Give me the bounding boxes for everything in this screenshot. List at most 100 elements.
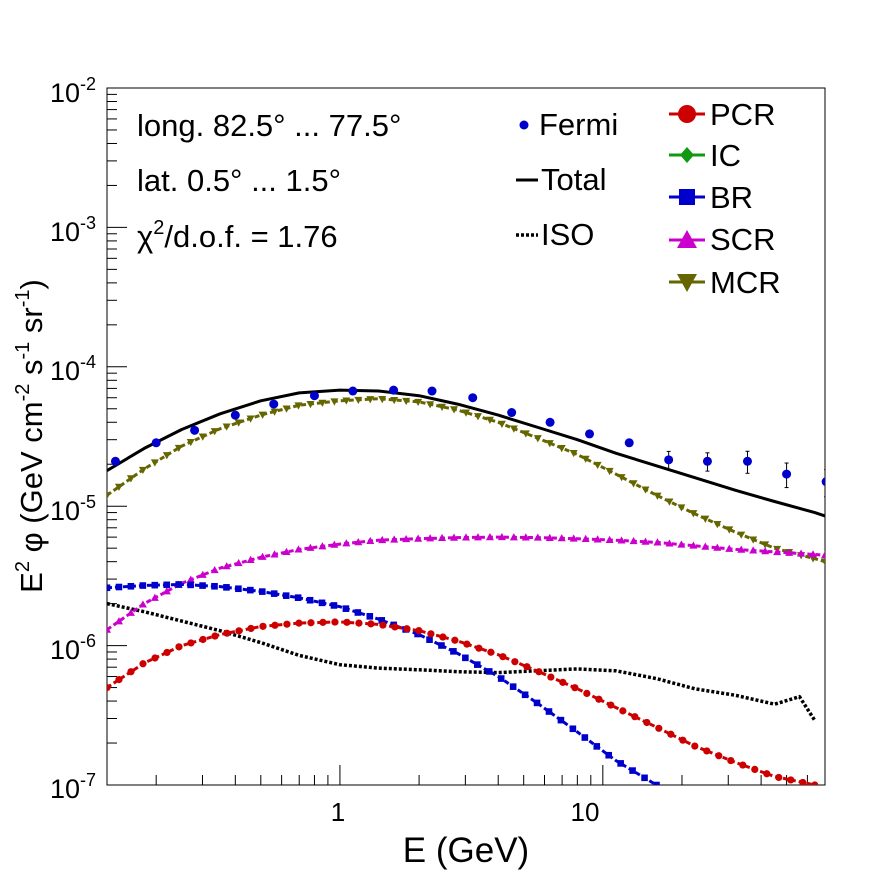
marker-br bbox=[545, 708, 553, 715]
marker-pcr bbox=[535, 668, 543, 676]
marker-mcr bbox=[821, 558, 825, 566]
marker-scr bbox=[258, 552, 267, 560]
marker-br bbox=[235, 585, 242, 593]
marker-scr bbox=[821, 551, 825, 559]
marker-pcr bbox=[391, 623, 399, 631]
marker-mcr bbox=[617, 474, 626, 482]
marker-br bbox=[533, 699, 541, 707]
marker-scr bbox=[318, 542, 327, 550]
marker-mcr bbox=[126, 475, 135, 483]
marker-br bbox=[211, 582, 218, 590]
marker-br bbox=[354, 609, 362, 616]
y-tick-label-1e-3: 10-3 bbox=[50, 213, 96, 247]
marker-scr bbox=[342, 539, 351, 547]
marker-pcr bbox=[307, 619, 315, 627]
fermi-point bbox=[782, 469, 792, 479]
marker-br bbox=[414, 630, 421, 638]
y-axis-title: E2 φ (GeV cm-2 s-1 sr-1) bbox=[12, 279, 49, 593]
marker-scr bbox=[282, 547, 291, 556]
marker-mcr bbox=[665, 498, 674, 506]
marker-scr bbox=[701, 542, 710, 550]
marker-mcr bbox=[222, 423, 231, 431]
marker-pcr bbox=[107, 683, 111, 692]
marker-br bbox=[258, 588, 266, 595]
marker-pcr bbox=[775, 773, 783, 782]
marker-pcr bbox=[463, 640, 471, 648]
marker-pcr bbox=[331, 618, 339, 626]
marker-br bbox=[569, 725, 577, 733]
fermi-point bbox=[427, 386, 437, 396]
marker-pcr bbox=[367, 620, 375, 628]
marker-scr bbox=[162, 587, 171, 595]
marker-pcr bbox=[523, 663, 531, 671]
marker-scr bbox=[665, 539, 674, 547]
x-tick-label-10: 10 bbox=[571, 797, 600, 827]
marker-pcr bbox=[247, 624, 255, 633]
marker-pcr bbox=[475, 644, 483, 652]
x-tick-label-1: 1 bbox=[331, 797, 345, 827]
series-pcr bbox=[107, 618, 819, 785]
marker-br bbox=[342, 605, 350, 612]
marker-pcr bbox=[799, 778, 807, 785]
marker-mcr bbox=[210, 428, 219, 436]
x-axis-title: E (GeV) bbox=[403, 831, 529, 870]
marker-pcr bbox=[727, 756, 735, 765]
marker-pcr bbox=[619, 707, 627, 715]
marker-mcr bbox=[485, 416, 494, 424]
marker-br bbox=[485, 668, 493, 675]
y-tick-label-1e-4: 10-4 bbox=[50, 352, 96, 386]
marker-mcr bbox=[114, 483, 123, 491]
marker-mcr bbox=[366, 396, 375, 404]
marker-scr bbox=[306, 543, 315, 551]
marker-scr bbox=[749, 546, 758, 554]
marker-mcr bbox=[653, 492, 662, 500]
marker-scr bbox=[773, 547, 782, 556]
marker-pcr bbox=[499, 653, 507, 661]
marker-scr bbox=[414, 534, 423, 542]
marker-pcr bbox=[655, 724, 663, 732]
marker-mcr bbox=[186, 438, 195, 447]
marker-pcr bbox=[427, 630, 435, 638]
marker-pcr bbox=[679, 736, 687, 744]
marker-pcr bbox=[511, 658, 519, 666]
marker-mcr bbox=[378, 396, 387, 404]
legend-total-label: Total bbox=[541, 162, 606, 197]
marker-scr bbox=[473, 533, 482, 541]
marker-pcr bbox=[175, 643, 183, 651]
marker-br bbox=[306, 596, 314, 604]
marker-br bbox=[509, 683, 517, 690]
marker-mcr bbox=[473, 413, 482, 421]
marker-mcr bbox=[330, 398, 339, 406]
marker-pcr bbox=[631, 713, 639, 721]
marker-pcr bbox=[139, 660, 147, 668]
marker-mcr bbox=[198, 433, 207, 441]
marker-pcr bbox=[547, 673, 555, 681]
marker-scr bbox=[126, 608, 135, 616]
marker-br bbox=[163, 581, 171, 589]
marker-pcr bbox=[595, 695, 603, 703]
marker-br bbox=[605, 751, 613, 759]
marker-scr bbox=[785, 548, 794, 556]
marker-scr bbox=[617, 536, 626, 544]
marker-scr bbox=[114, 617, 123, 625]
marker-scr bbox=[761, 547, 770, 555]
marker-scr bbox=[234, 558, 243, 567]
marker-br bbox=[521, 691, 529, 699]
marker-mcr bbox=[605, 467, 614, 476]
marker-br bbox=[426, 636, 433, 643]
marker-pcr bbox=[739, 761, 747, 769]
marker-scr bbox=[605, 535, 614, 543]
marker-br bbox=[107, 584, 111, 592]
fermi-point bbox=[507, 408, 517, 418]
marker-scr bbox=[713, 543, 722, 551]
marker-mcr bbox=[450, 406, 459, 414]
fermi-point bbox=[389, 385, 399, 395]
marker-mcr bbox=[725, 526, 734, 534]
marker-br bbox=[593, 743, 601, 750]
marker-br bbox=[270, 590, 278, 597]
fermi-point bbox=[624, 438, 634, 448]
marker-mcr bbox=[234, 419, 243, 427]
marker-scr bbox=[509, 533, 518, 541]
marker-mcr bbox=[174, 444, 183, 453]
fermi-point bbox=[348, 386, 358, 396]
